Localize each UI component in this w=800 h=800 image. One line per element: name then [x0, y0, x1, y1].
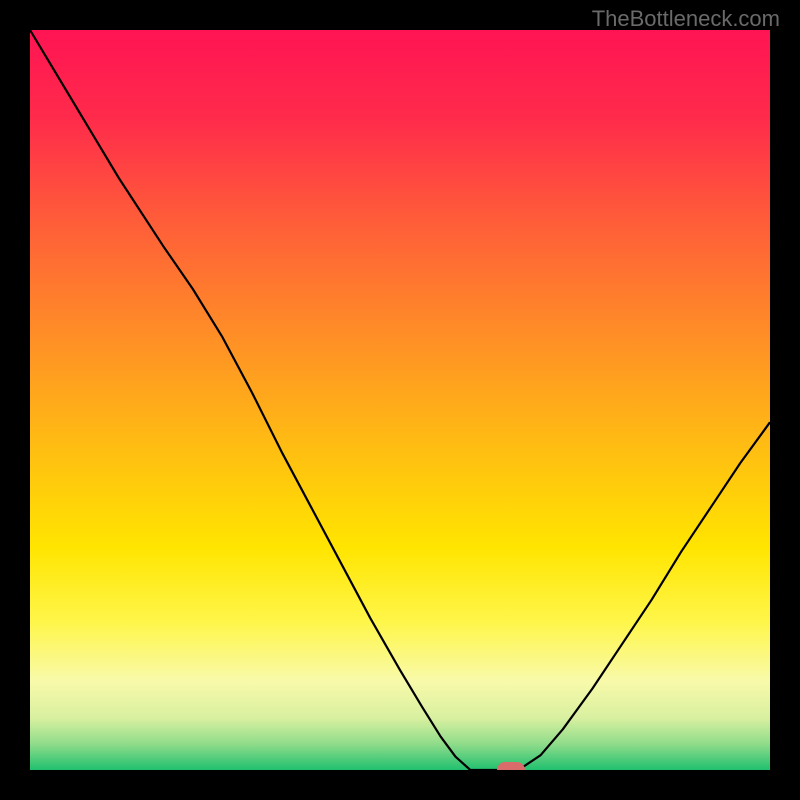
chart-container: TheBottleneck.com	[0, 0, 800, 800]
bottleneck-chart	[30, 30, 770, 770]
watermark-text: TheBottleneck.com	[592, 6, 780, 32]
gradient-background	[30, 30, 770, 770]
plot-area	[30, 30, 770, 770]
optimal-marker	[497, 762, 525, 770]
